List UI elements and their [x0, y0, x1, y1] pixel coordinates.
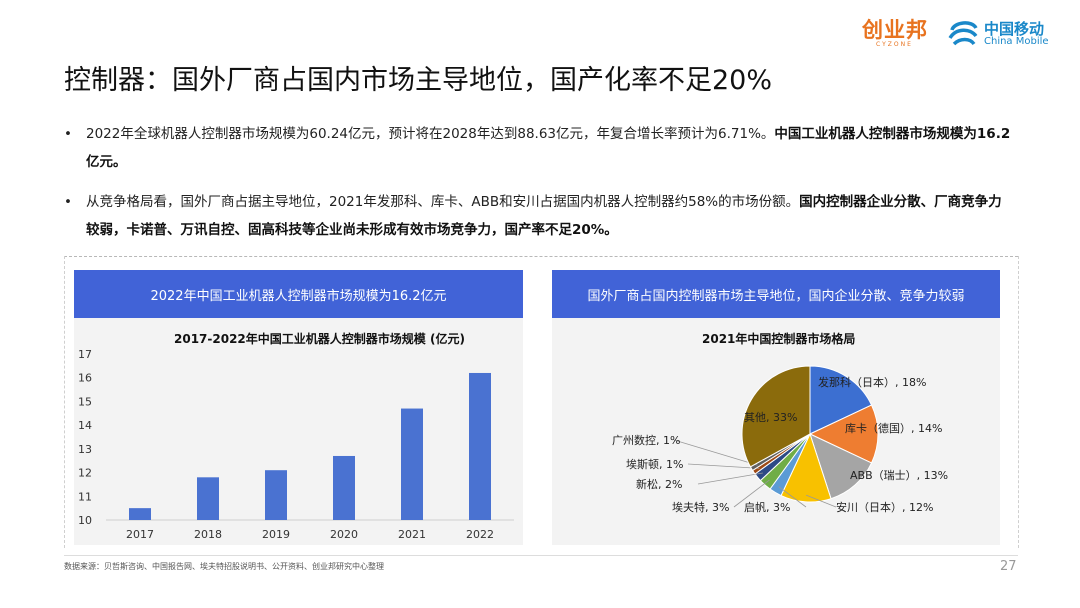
- x-tick-label: 2019: [262, 528, 290, 541]
- china-mobile-name: 中国移动: [984, 20, 1045, 38]
- bullet-bold-text: 国内控制器企业分散、厂商竞争力较弱，卡诺普、万讯自控、固高科技等企业尚未形成有效…: [86, 194, 1002, 238]
- x-tick-label: 2018: [194, 528, 222, 541]
- x-tick-label: 2021: [398, 528, 426, 541]
- bar-chart: 10 11 12 13 14 15 16 17 2017 2018 2019 2020 2021 2022: [78, 348, 514, 541]
- slice-label: ABB（瑞士）, 13%: [850, 468, 948, 482]
- bar: [469, 372, 491, 520]
- data-source-note: 数据来源：贝哲斯咨询、中国报告网、埃夫特招股说明书、公开资料、创业邦研究中心整理: [64, 562, 384, 571]
- divider: [64, 256, 65, 548]
- y-tick-label: 14: [78, 419, 92, 432]
- pie-slice: [808, 404, 879, 464]
- leader-line: [806, 494, 837, 508]
- leader-line: [733, 479, 770, 508]
- leader-line: [778, 486, 807, 508]
- page-title: 控制器：国外厂商占国内市场主导地位，国产化率不足20%: [64, 65, 773, 96]
- divider: [1018, 256, 1019, 548]
- divider: [64, 256, 1018, 257]
- slice-label: 发那科（日本）, 18%: [818, 375, 926, 389]
- pie-chart-panel: 国外厂商占国内控制器市场主导地位，国内企业分散、竞争力较弱 2021年中国控制器…: [552, 270, 1000, 545]
- pie-slice: [809, 365, 873, 435]
- slice-label: 安川（日本）, 12%: [836, 500, 933, 514]
- pie-chart-panel-header: 国外厂商占国内控制器市场主导地位，国内企业分散、竞争力较弱: [552, 270, 1000, 318]
- slice-label: 埃斯顿, 1%: [626, 457, 683, 471]
- bar-chart-panel-header: 2022年中国工业机器人控制器市场规模为16.2亿元: [74, 270, 523, 318]
- footer-divider: [64, 555, 1018, 556]
- pie-chart-title: 2021年中国控制器市场格局: [702, 332, 856, 346]
- leader-line: [673, 439, 758, 466]
- china-mobile-icon: [948, 21, 978, 46]
- cyzone-logo-text: 创业邦: [862, 18, 928, 42]
- slice-label: 广州数控, 1%: [612, 433, 680, 447]
- bullet-text: 2022年全球机器人控制器市场规模为60.24亿元，预计将在2028年达到88.…: [86, 126, 775, 142]
- y-tick-label: 11: [78, 490, 92, 503]
- y-tick-label: 17: [78, 348, 92, 361]
- y-tick-label: 12: [78, 467, 92, 480]
- cyzone-logo-subtext: CYZONE: [876, 41, 913, 48]
- x-tick-label: 2020: [330, 528, 358, 541]
- y-tick-label: 16: [78, 372, 92, 385]
- pie-slice: [809, 433, 873, 500]
- china-mobile-logo: 中国移动 China Mobile: [946, 18, 1066, 48]
- china-mobile-name-en: China Mobile: [984, 36, 1049, 47]
- x-tick-label: 2017: [126, 528, 154, 541]
- bar: [197, 477, 219, 520]
- slice-label: 新松, 2%: [636, 477, 682, 491]
- slice-label: 启帆, 3%: [744, 500, 790, 514]
- bar-chart-title: 2017-2022年中国工业机器人控制器市场规模 (亿元): [174, 332, 465, 346]
- slice-label: 其他, 33%: [744, 411, 797, 424]
- bullet-text: 从竞争格局看，国外厂商占据主导地位，2021年发那科、库卡、ABB和安川占据国内…: [86, 194, 800, 210]
- bullet-item-1: • 2022年全球机器人控制器市场规模为60.24亿元，预计将在2028年达到8…: [64, 120, 1014, 176]
- y-tick-label: 15: [78, 395, 92, 408]
- pie-slice: [741, 365, 811, 468]
- slice-label: 库卡（德国）, 14%: [845, 421, 942, 435]
- page-number: 27: [1000, 559, 1017, 574]
- bar-chart-panel: 2022年中国工业机器人控制器市场规模为16.2亿元 2017-2022年中国工…: [74, 270, 523, 545]
- y-tick-label: 10: [78, 514, 92, 527]
- slice-label: 埃夫特, 3%: [672, 500, 729, 514]
- bar: [129, 508, 151, 520]
- bar: [401, 408, 423, 520]
- bullet-dot: •: [64, 194, 72, 210]
- leader-line: [687, 463, 760, 469]
- pie-chart: 发那科（日本）, 18% 库卡（德国）, 14% ABB（瑞士）, 13% 安川（日本…: [612, 365, 948, 514]
- leader-line: [697, 472, 763, 485]
- bullet-bold-text: 中国工业机器人控制器市场规模为16.2亿元。: [86, 126, 1011, 170]
- bar: [265, 470, 287, 520]
- cyzone-logo: 创业邦 CYZONE: [862, 18, 932, 50]
- y-tick-label: 13: [78, 443, 92, 456]
- bullet-dot: •: [64, 126, 72, 142]
- bullet-item-2: • 从竞争格局看，国外厂商占据主导地位，2021年发那科、库卡、ABB和安川占据…: [64, 188, 1014, 244]
- bar: [333, 455, 355, 520]
- x-tick-label: 2022: [466, 528, 494, 541]
